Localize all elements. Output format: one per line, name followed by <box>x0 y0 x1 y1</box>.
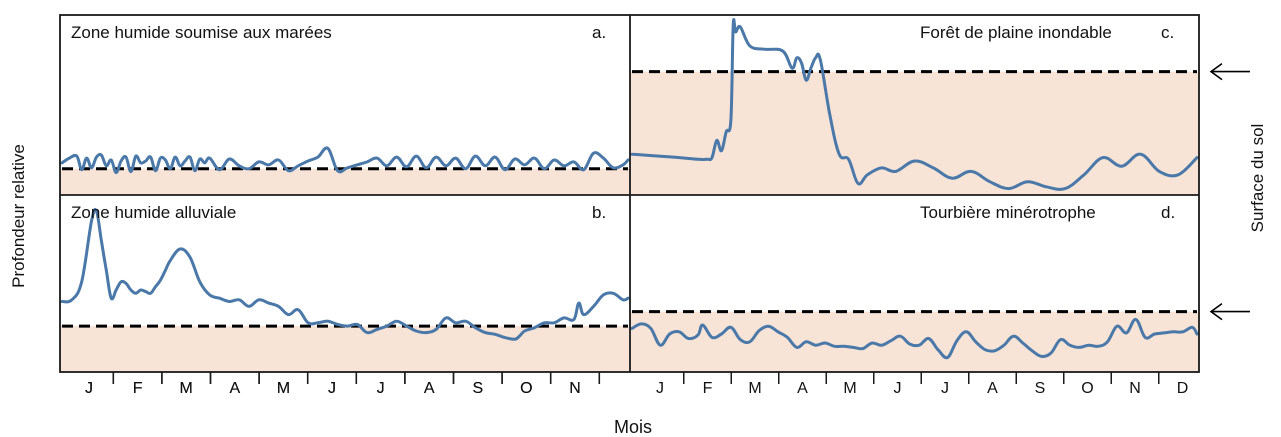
below-surface-zone <box>630 311 1199 372</box>
water-level-series-line <box>60 207 630 341</box>
below-surface-zone <box>60 326 630 372</box>
month-tick-label: M <box>180 380 193 397</box>
month-tick-label: O <box>520 380 532 397</box>
month-tick-label: J <box>377 380 385 397</box>
month-tick-label: S <box>1035 380 1046 397</box>
water-level-series-line <box>60 146 630 175</box>
month-tick-label: J <box>894 380 902 397</box>
below-surface-zone <box>60 168 630 195</box>
panel-letter: a. <box>592 23 606 42</box>
right-axis-label: Surface du sol <box>1248 124 1267 233</box>
month-tick-label: J <box>941 380 949 397</box>
panel-letter: d. <box>1161 203 1175 222</box>
surface-arrow <box>1209 62 1250 81</box>
panel-c: Forêt de plaine inondable c. <box>630 18 1250 195</box>
month-tick-label: J <box>656 380 664 397</box>
month-tick-label: N <box>1129 380 1141 397</box>
month-tick-label: A <box>424 380 435 397</box>
panel-b: Zone humide alluviale b. J F M A M J J A S O N <box>60 203 630 397</box>
month-tick-label: F <box>703 380 713 397</box>
x-axis-label: Mois <box>614 417 652 437</box>
month-tick-label: J <box>85 380 93 397</box>
month-tick-label: A <box>797 380 808 397</box>
water-level-series-line <box>630 18 1199 191</box>
month-tick-label: M <box>277 380 290 397</box>
month-tick-label: M <box>843 380 856 397</box>
month-tick-label: J <box>328 380 336 397</box>
panel-title: Forêt de plaine inondable <box>920 23 1112 42</box>
panel-a: Zone humide soumise aux marées a. J F M A M J J A… <box>60 23 630 397</box>
panel-letter: c. <box>1161 23 1174 42</box>
month-tick-label: F <box>133 380 143 397</box>
month-tick-label: S <box>472 380 483 397</box>
month-tick-label: M <box>748 380 761 397</box>
y-axis-label: Profondeur relative <box>9 144 28 288</box>
month-tick-label: D <box>1177 380 1189 397</box>
month-tick-label: O <box>520 380 532 397</box>
month-tick-label: J <box>328 380 336 397</box>
month-tick-label: O <box>1081 380 1093 397</box>
panel-letter: b. <box>592 203 606 222</box>
water-level-series-line <box>630 317 1199 360</box>
month-tick-label: S <box>472 380 483 397</box>
panel-title: Zone humide soumise aux marées <box>71 23 332 42</box>
month-tick-label: M <box>180 380 193 397</box>
panel-title: Zone humide alluviale <box>71 203 236 222</box>
month-tick-label: F <box>133 380 143 397</box>
panel-title: Tourbière minérotrophe <box>920 203 1096 222</box>
month-tick-label: A <box>987 380 998 397</box>
figure-labels: Profondeur relative Surface du sol Mois <box>9 124 1267 437</box>
surface-arrow <box>1209 302 1250 321</box>
month-tick-label: N <box>569 380 581 397</box>
panels-layer: Zone humide soumise aux marées a. J F M A M J J A… <box>60 18 1250 397</box>
month-tick-label: J <box>85 380 93 397</box>
panel-d: Tourbière minérotrophe d. J F M A M J J A S O N D <box>630 203 1250 397</box>
month-tick-label: M <box>277 380 290 397</box>
month-tick-label: A <box>229 380 240 397</box>
month-tick-label: J <box>377 380 385 397</box>
figure-frame <box>59 14 1200 373</box>
month-tick-label: N <box>569 380 581 397</box>
month-tick-label: A <box>229 380 240 397</box>
month-tick-label: A <box>424 380 435 397</box>
below-surface-zone <box>630 71 1199 195</box>
